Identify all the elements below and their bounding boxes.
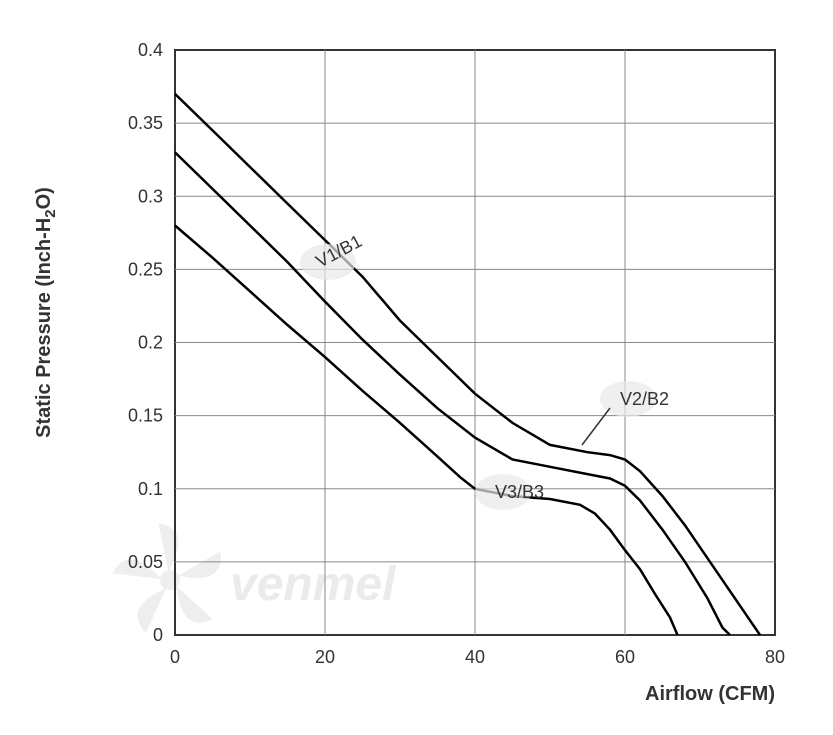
ytick-label: 0 [153,625,163,645]
x-axis-label: Airflow (CFM) [645,683,775,705]
ytick-label: 0.35 [128,113,163,133]
series-label-V3B3: V3/B3 [495,482,544,502]
ytick-label: 0.15 [128,406,163,426]
xtick-label: 80 [765,647,785,667]
xtick-label: 40 [465,647,485,667]
watermark-text: venтel [230,558,397,611]
ytick-label: 0.2 [138,333,163,353]
ytick-label: 0.1 [138,479,163,499]
curve-V1B1 [175,94,760,635]
chart-container: venтel 0 20 40 60 80 0 0.05 0.1 0.15 0.2 0.25 0.3 0.3… [0,0,833,735]
ytick-label: 0.05 [128,552,163,572]
xtick-label: 60 [615,647,635,667]
xtick-label: 0 [170,647,180,667]
xtick-label: 20 [315,647,335,667]
series-label-V2B2: V2/B2 [620,389,669,409]
leader-line [582,408,610,445]
ytick-label: 0.4 [138,40,163,60]
ytick-label: 0.3 [138,186,163,206]
ytick-label: 0.25 [128,259,163,279]
fan-curve-chart: venтel 0 20 40 60 80 0 0.05 0.1 0.15 0.2 0.25 0.3 0.3… [0,0,833,735]
y-axis-label: Static Pressure (Inch-H2O) [33,187,59,438]
